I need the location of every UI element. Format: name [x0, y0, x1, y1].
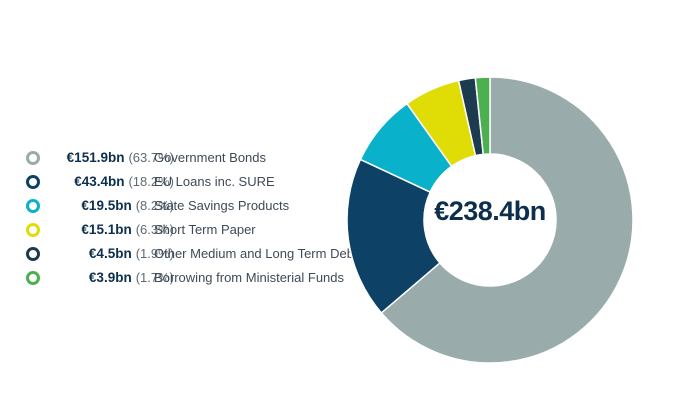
donut-slice-eu-loans	[346, 158, 441, 314]
legend-item-government-bonds: €151.9bn (63.7%) Government Bonds	[26, 146, 366, 170]
legend-label: Government Bonds	[154, 150, 267, 165]
legend-percent: (1.7%)	[135, 270, 174, 285]
legend-item-state-savings: €19.5bn (8.2%) State Savings Products	[26, 194, 366, 218]
legend-percent: (8.2%)	[135, 198, 174, 213]
legend-percent: (6.3%)	[135, 222, 174, 237]
legend-swatch-icon	[26, 271, 40, 285]
legend-amount: €19.5bn	[81, 198, 132, 213]
donut-total-label: €238.4bn	[434, 196, 546, 226]
legend-swatch-icon	[26, 151, 40, 165]
legend-percent: (1.9%)	[135, 246, 174, 261]
legend-item-other-debt: €4.5bn (1.9%) Other Medium and Long Term…	[26, 242, 366, 266]
legend-swatch-icon	[26, 199, 40, 213]
legend-label: State Savings Products	[154, 198, 290, 213]
legend-percent: (63.7%)	[128, 150, 174, 165]
legend-amount: €15.1bn	[81, 222, 132, 237]
legend-label: Other Medium and Long Term Debt	[154, 246, 358, 261]
donut-slice-government-bonds	[380, 76, 634, 364]
legend-amount: €151.9bn	[66, 150, 125, 165]
legend-item-short-term-paper: €15.1bn (6.3%) Short Term Paper	[26, 218, 366, 242]
legend: €151.9bn (63.7%) Government Bonds €43.4b…	[26, 146, 366, 290]
legend-swatch-icon	[26, 175, 40, 189]
legend-label: Short Term Paper	[154, 222, 256, 237]
legend-label: Borrowing from Ministerial Funds	[154, 270, 345, 285]
donut-slice-ministerial-funds	[474, 76, 491, 156]
legend-amount: €4.5bn	[88, 246, 132, 261]
legend-label: EU Loans inc. SURE	[154, 174, 275, 189]
legend-amount: €43.4bn	[74, 174, 125, 189]
legend-item-ministerial-funds: €3.9bn (1.7%) Borrowing from Ministerial…	[26, 266, 366, 290]
legend-percent: (18.2%)	[128, 174, 174, 189]
legend-swatch-icon	[26, 223, 40, 237]
legend-item-eu-loans: €43.4bn (18.2%) EU Loans inc. SURE	[26, 170, 366, 194]
legend-swatch-icon	[26, 247, 40, 261]
legend-amount: €3.9bn	[88, 270, 132, 285]
